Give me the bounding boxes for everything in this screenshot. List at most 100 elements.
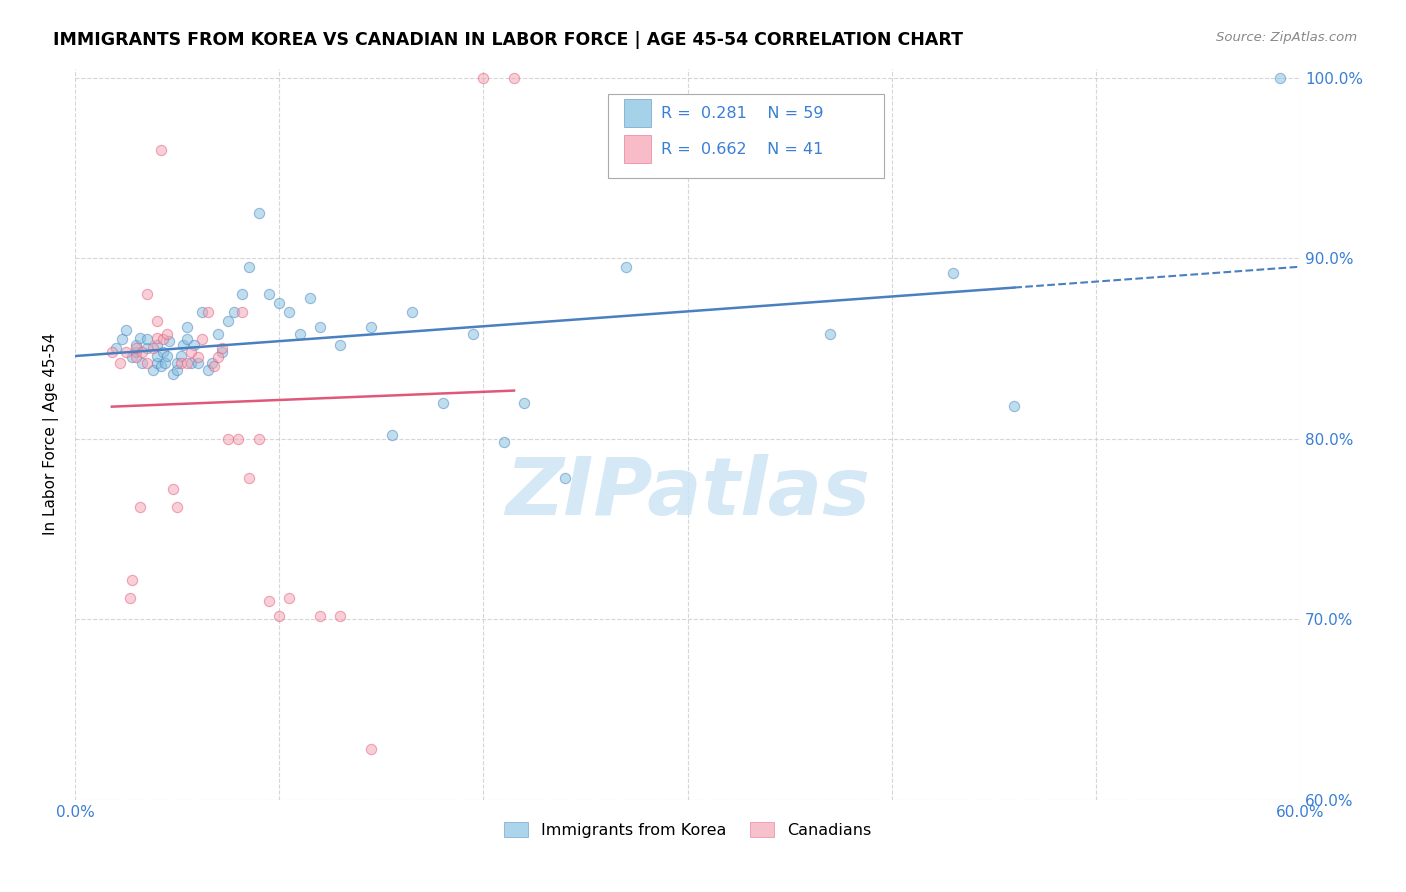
Immigrants from Korea xyxy=(183,338,205,352)
Immigrants from Korea xyxy=(1002,399,1025,413)
Immigrants from Korea xyxy=(288,326,311,341)
Canadians xyxy=(152,332,174,346)
Immigrants from Korea xyxy=(257,287,280,301)
Immigrants from Korea xyxy=(269,296,291,310)
Canadians xyxy=(131,345,153,359)
Immigrants from Korea xyxy=(145,356,167,370)
Canadians xyxy=(472,70,495,85)
Immigrants from Korea xyxy=(131,356,153,370)
Legend: Immigrants from Korea, Canadians: Immigrants from Korea, Canadians xyxy=(498,815,877,845)
Canadians xyxy=(125,351,148,365)
FancyBboxPatch shape xyxy=(624,99,651,127)
Immigrants from Korea xyxy=(614,260,637,274)
Canadians xyxy=(228,432,250,446)
Immigrants from Korea xyxy=(115,323,138,337)
Canadians xyxy=(129,500,152,515)
Immigrants from Korea xyxy=(207,326,229,341)
FancyBboxPatch shape xyxy=(624,136,651,163)
Immigrants from Korea xyxy=(135,332,157,346)
Canadians xyxy=(360,742,382,756)
Canadians xyxy=(278,591,301,605)
Immigrants from Korea xyxy=(401,305,423,319)
Canadians xyxy=(145,314,167,328)
Canadians xyxy=(145,330,167,344)
Immigrants from Korea xyxy=(820,326,842,341)
Canadians xyxy=(166,500,188,515)
Canadians xyxy=(121,573,143,587)
Immigrants from Korea xyxy=(298,291,321,305)
Canadians xyxy=(231,305,253,319)
Canadians xyxy=(190,332,212,346)
Immigrants from Korea xyxy=(104,342,127,356)
Immigrants from Korea xyxy=(166,356,188,370)
Canadians xyxy=(309,608,332,623)
Immigrants from Korea xyxy=(142,363,165,377)
Immigrants from Korea xyxy=(152,345,174,359)
Canadians xyxy=(162,483,184,497)
Text: R =  0.281    N = 59: R = 0.281 N = 59 xyxy=(661,105,823,120)
Immigrants from Korea xyxy=(211,345,233,359)
Canadians xyxy=(211,342,233,356)
Canadians xyxy=(202,359,225,374)
Immigrants from Korea xyxy=(201,356,224,370)
Canadians xyxy=(125,342,148,356)
Immigrants from Korea xyxy=(180,356,202,370)
Canadians xyxy=(207,351,229,365)
Immigrants from Korea xyxy=(492,435,515,450)
Text: R =  0.662    N = 41: R = 0.662 N = 41 xyxy=(661,142,823,157)
Text: IMMIGRANTS FROM KOREA VS CANADIAN IN LABOR FORCE | AGE 45-54 CORRELATION CHART: IMMIGRANTS FROM KOREA VS CANADIAN IN LAB… xyxy=(53,31,963,49)
Immigrants from Korea xyxy=(176,319,198,334)
Immigrants from Korea xyxy=(278,305,301,319)
Immigrants from Korea xyxy=(145,349,167,363)
FancyBboxPatch shape xyxy=(607,95,883,178)
Canadians xyxy=(217,432,239,446)
Canadians xyxy=(149,143,172,157)
Text: Source: ZipAtlas.com: Source: ZipAtlas.com xyxy=(1216,31,1357,45)
Immigrants from Korea xyxy=(149,359,172,374)
Immigrants from Korea xyxy=(247,206,270,220)
Canadians xyxy=(180,345,202,359)
Immigrants from Korea xyxy=(380,428,402,442)
Immigrants from Korea xyxy=(172,338,194,352)
Immigrants from Korea xyxy=(135,342,157,356)
Immigrants from Korea xyxy=(156,349,179,363)
Y-axis label: In Labor Force | Age 45-54: In Labor Force | Age 45-54 xyxy=(44,333,59,535)
Immigrants from Korea xyxy=(554,471,576,485)
Immigrants from Korea xyxy=(942,266,965,280)
Immigrants from Korea xyxy=(1268,70,1291,85)
Immigrants from Korea xyxy=(145,338,167,352)
Immigrants from Korea xyxy=(463,326,485,341)
Immigrants from Korea xyxy=(190,305,212,319)
Immigrants from Korea xyxy=(162,367,184,381)
Immigrants from Korea xyxy=(121,351,143,365)
Canadians xyxy=(135,356,157,370)
Canadians xyxy=(247,432,270,446)
Canadians xyxy=(120,591,142,605)
Canadians xyxy=(156,326,179,341)
Immigrants from Korea xyxy=(176,332,198,346)
Canadians xyxy=(170,356,193,370)
Immigrants from Korea xyxy=(217,314,239,328)
Canadians xyxy=(503,70,526,85)
Immigrants from Korea xyxy=(170,349,193,363)
Canadians xyxy=(187,351,209,365)
Immigrants from Korea xyxy=(513,395,536,409)
Canadians xyxy=(115,345,138,359)
Immigrants from Korea xyxy=(432,395,454,409)
Canadians xyxy=(269,608,291,623)
Immigrants from Korea xyxy=(231,287,253,301)
Immigrants from Korea xyxy=(309,319,332,334)
Canadians xyxy=(197,305,219,319)
Immigrants from Korea xyxy=(157,334,180,349)
Immigrants from Korea xyxy=(329,338,352,352)
Canadians xyxy=(108,356,131,370)
Canadians xyxy=(135,287,157,301)
Immigrants from Korea xyxy=(129,330,152,344)
Canadians xyxy=(238,471,260,485)
Immigrants from Korea xyxy=(238,260,260,274)
Immigrants from Korea xyxy=(125,345,148,359)
Canadians xyxy=(257,594,280,608)
Immigrants from Korea xyxy=(166,363,188,377)
Text: ZIPatlas: ZIPatlas xyxy=(505,454,870,532)
Canadians xyxy=(101,345,124,359)
